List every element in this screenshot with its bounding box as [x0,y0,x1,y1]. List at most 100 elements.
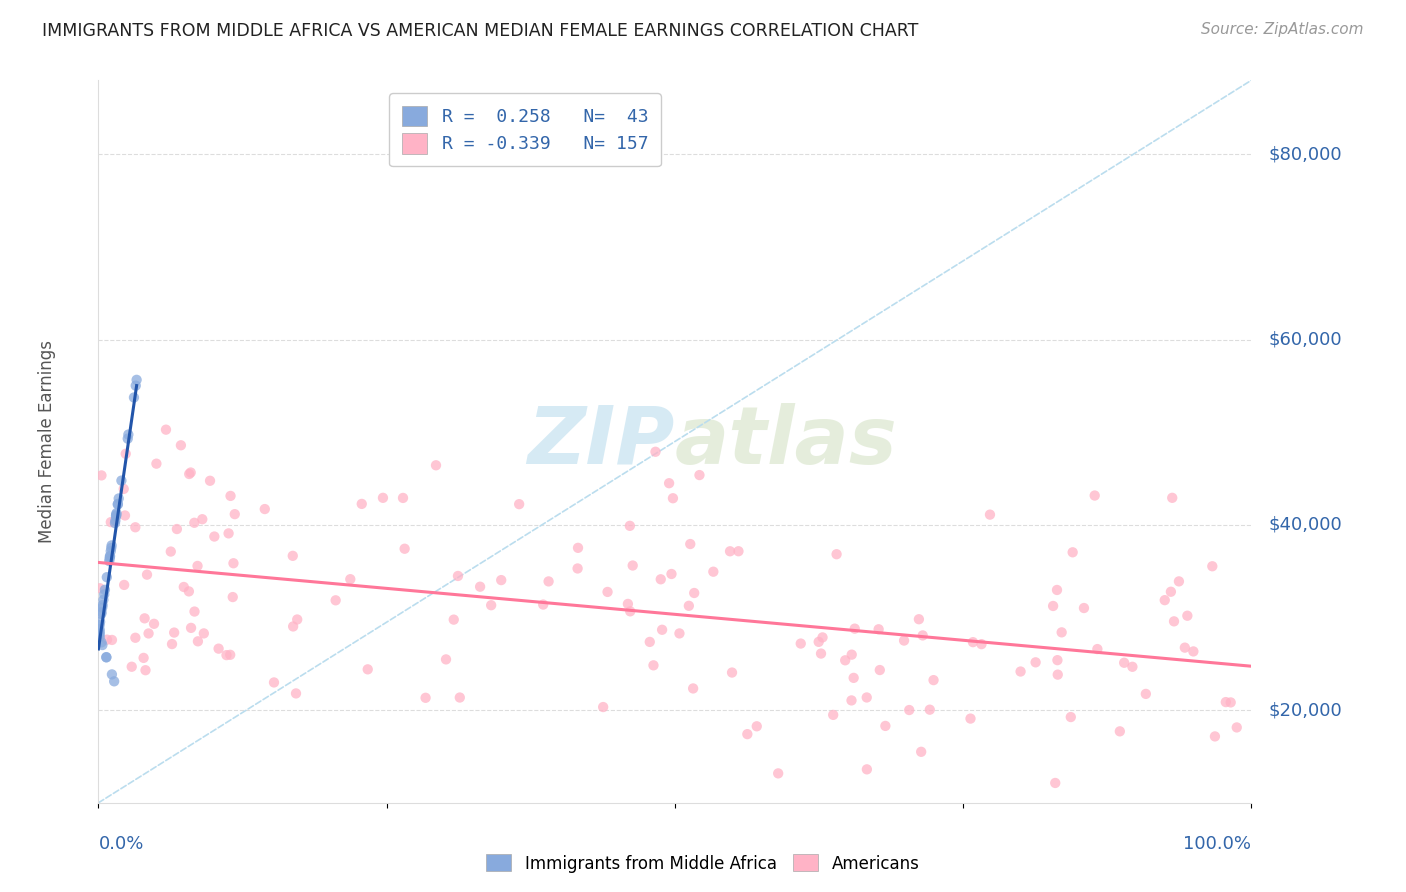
Point [89,622,111,636]
Point [114,447,136,461]
Point [683,586,706,600]
Point [198,474,221,488]
Point [918,703,941,717]
Point [219,648,242,662]
Point [93,592,115,607]
Point [893,633,915,648]
Point [96,650,118,665]
Point [124,520,146,534]
Point [979,508,1001,522]
Point [1219,695,1241,709]
Point [650,572,672,586]
Point [222,556,245,570]
Point [121,659,143,673]
Point [898,703,921,717]
Point [117,432,139,446]
Point [1108,724,1130,739]
Point [643,658,665,673]
Point [718,544,741,558]
Point [619,604,641,618]
Point [98,551,121,566]
Point [134,663,156,677]
Point [105,508,128,523]
Point [807,635,830,649]
Text: Median Female Earnings: Median Female Earnings [38,340,56,543]
Text: 100.0%: 100.0% [1184,835,1251,854]
Point [1025,656,1047,670]
Point [183,516,205,530]
Point [434,652,457,666]
Point [856,762,879,776]
Point [112,482,135,496]
Point [1201,559,1223,574]
Point [1060,710,1083,724]
Point [1167,574,1189,589]
Point [567,541,589,555]
Point [1153,593,1175,607]
Point [357,662,380,676]
Point [702,565,724,579]
Point [1084,489,1107,503]
Point [415,690,437,705]
Point [104,514,127,528]
Point [371,491,394,505]
Point [191,512,214,526]
Point [1135,687,1157,701]
Point [145,457,167,471]
Point [124,631,146,645]
Point [350,497,373,511]
Point [207,641,229,656]
Point [596,585,619,599]
Point [855,690,877,705]
Point [592,700,614,714]
Point [790,636,813,650]
Legend: Immigrants from Middle Africa, Americans: Immigrants from Middle Africa, Americans [479,847,927,880]
Point [104,516,127,530]
Point [1163,615,1185,629]
Text: ZIP: ZIP [527,402,675,481]
Point [93,587,115,601]
Point [1114,656,1136,670]
Point [959,712,981,726]
Point [263,675,285,690]
Point [125,378,148,392]
Point [844,622,866,636]
Text: IMMIGRANTS FROM MIDDLE AFRICA VS AMERICAN MEDIAN FEMALE EARNINGS CORRELATION CHA: IMMIGRANTS FROM MIDDLE AFRICA VS AMERICA… [42,22,918,40]
Point [114,508,136,523]
Point [449,690,471,705]
Point [180,466,202,480]
Point [1182,644,1205,658]
Point [89,630,111,644]
Point [841,693,863,707]
Point [98,554,121,568]
Point [107,497,129,511]
Point [443,613,465,627]
Point [117,427,139,442]
Point [155,423,177,437]
Point [143,616,166,631]
Point [159,544,181,558]
Point [766,766,789,780]
Point [218,526,240,541]
Point [89,581,111,595]
Point [825,547,848,561]
Point [105,508,128,522]
Point [89,626,111,640]
Point [970,637,993,651]
Point [281,619,304,633]
Point [281,549,304,563]
Point [922,673,945,687]
Point [105,508,128,523]
Point [163,625,186,640]
Point [1045,776,1067,790]
Point [834,653,856,667]
Point [682,681,704,696]
Point [96,632,118,647]
Point [468,580,491,594]
Point [910,745,932,759]
Point [89,618,111,632]
Point [98,549,121,563]
Point [394,541,416,556]
Point [1085,642,1108,657]
Point [94,582,117,597]
